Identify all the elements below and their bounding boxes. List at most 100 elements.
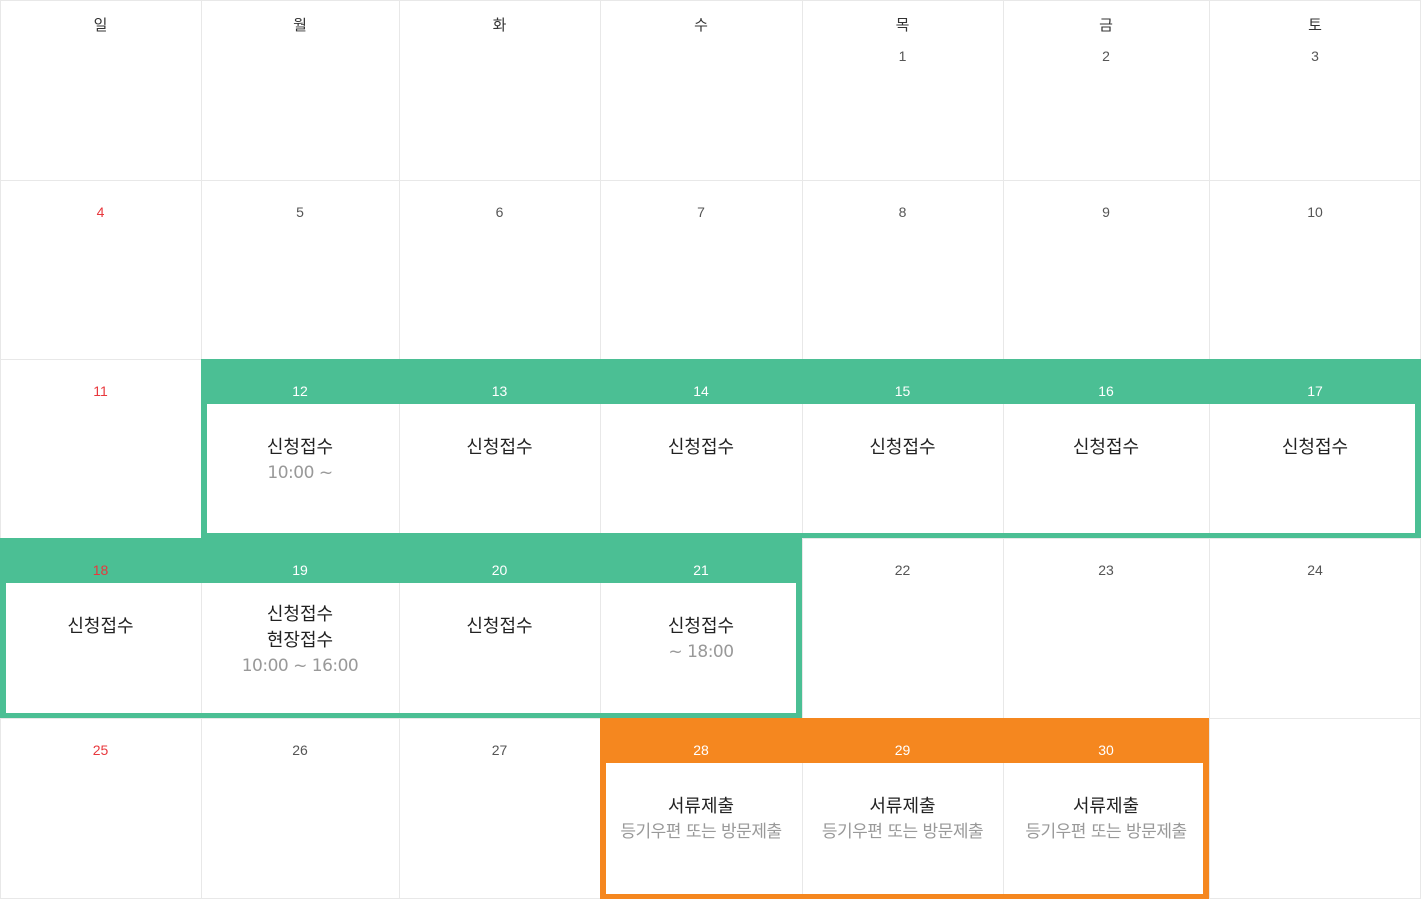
day-number: 12 — [292, 383, 308, 399]
day-cell-13[interactable]: 13 신청접수 — [399, 359, 600, 538]
event-title: 신청접수 — [869, 437, 936, 458]
event-14: 신청접수 — [600, 435, 802, 461]
event-title: 서류제출 — [869, 796, 936, 817]
day-number: 8 — [898, 204, 907, 220]
day-number: 17 — [1307, 383, 1323, 399]
day-cell-12[interactable]: 12 신청접수 10:00 ~ — [201, 359, 399, 538]
day-number: 3 — [1311, 48, 1319, 64]
day-number: 13 — [491, 383, 508, 399]
application-period-band-week4 — [0, 538, 802, 718]
weekday-header-1: 월 — [293, 16, 307, 34]
event-subtitle: 등기우편 또는 방문제출 — [620, 822, 782, 842]
day-cell-8[interactable]: 8 — [802, 180, 1003, 359]
day-number: 21 — [693, 562, 709, 578]
day-number: 24 — [1307, 562, 1323, 578]
day-number: 5 — [296, 204, 304, 220]
day-number: 20 — [491, 562, 508, 578]
day-number: 9 — [1102, 204, 1110, 220]
day-cell-19[interactable]: 19 신청접수 현장접수 10:00 ~ 16:00 — [201, 538, 399, 718]
event-title: 신청접수 — [466, 616, 533, 637]
day-cell-7[interactable]: 7 — [600, 180, 802, 359]
day-cell-24[interactable]: 24 — [1209, 538, 1421, 718]
day-number: 16 — [1098, 383, 1114, 399]
day-number: 14 — [693, 383, 709, 399]
day-number: 29 — [894, 742, 911, 758]
event-title: 신청접수 — [667, 437, 735, 458]
document-submission-band — [600, 718, 1209, 899]
day-number: 11 — [93, 383, 108, 399]
day-cell-5[interactable]: 5 — [201, 180, 399, 359]
day-cell-30[interactable]: 30 서류제출 등기우편 또는 방문제출 — [1003, 718, 1209, 899]
event-title: 신청접수 — [67, 616, 134, 637]
day-cell-16[interactable]: 16 신청접수 — [1003, 359, 1209, 538]
event-title: 서류제출 — [667, 796, 735, 817]
event-16: 신청접수 — [1003, 435, 1209, 461]
day-number: 27 — [491, 742, 508, 758]
day-cell-4[interactable]: 4 — [0, 180, 201, 359]
event-subtitle: 10:00 ~ — [267, 463, 333, 483]
day-number: 22 — [894, 562, 911, 578]
day-cell-21[interactable]: 21 신청접수 ~ 18:00 — [600, 538, 802, 718]
event-title: 신청접수 — [667, 616, 735, 637]
day-number: 19 — [292, 562, 308, 578]
event-12: 신청접수 10:00 ~ — [201, 435, 399, 485]
event-15: 신청접수 — [802, 435, 1003, 461]
event-17: 신청접수 — [1209, 435, 1421, 461]
day-cell-23[interactable]: 23 — [1003, 538, 1209, 718]
weekday-header-3: 수 — [694, 16, 708, 34]
day-cell-11[interactable]: 11 — [0, 359, 201, 538]
day-number: 10 — [1307, 204, 1323, 220]
day-number: 2 — [1102, 48, 1110, 64]
day-number: 7 — [697, 204, 705, 220]
day-number: 28 — [693, 742, 709, 758]
day-cell-22[interactable]: 22 — [802, 538, 1003, 718]
event-title: 서류제출 — [1072, 796, 1140, 817]
event-subtitle: ~ 18:00 — [668, 642, 734, 662]
day-number: 26 — [292, 742, 308, 758]
day-number: 6 — [495, 204, 504, 220]
day-cell-26[interactable]: 26 — [201, 718, 399, 899]
day-cell-3[interactable]: 3 — [1209, 0, 1421, 180]
day-cell-10[interactable]: 10 — [1209, 180, 1421, 359]
weekday-header-2: 화 — [492, 16, 507, 34]
day-cell-15[interactable]: 15 신청접수 — [802, 359, 1003, 538]
day-cell-25[interactable]: 25 — [0, 718, 201, 899]
event-30: 서류제출 등기우편 또는 방문제출 — [1003, 794, 1209, 844]
day-number: 30 — [1098, 742, 1114, 758]
day-cell-6[interactable]: 6 — [399, 180, 600, 359]
weekday-header-6: 토 — [1308, 16, 1322, 34]
event-13: 신청접수 — [399, 435, 600, 461]
application-period-band-week3 — [201, 359, 1421, 538]
day-cell-9[interactable]: 9 — [1003, 180, 1209, 359]
event-title: 현장접수 — [266, 630, 334, 651]
day-cell-27[interactable]: 27 — [399, 718, 600, 899]
event-20: 신청접수 — [399, 614, 600, 640]
event-21: 신청접수 ~ 18:00 — [600, 614, 802, 664]
day-cell-18[interactable]: 18 신청접수 — [0, 538, 201, 718]
day-cell-14[interactable]: 14 신청접수 — [600, 359, 802, 538]
day-number: 1 — [898, 48, 907, 64]
event-title: 신청접수 — [266, 437, 334, 458]
event-title: 신청접수 — [1281, 437, 1349, 458]
day-number: 25 — [92, 742, 109, 758]
day-cell-1[interactable]: 1 — [802, 0, 1003, 180]
event-19: 신청접수 현장접수 10:00 ~ 16:00 — [201, 602, 399, 678]
event-18: 신청접수 — [0, 614, 201, 640]
day-cell-20[interactable]: 20 신청접수 — [399, 538, 600, 718]
day-number: 15 — [894, 383, 911, 399]
event-title: 신청접수 — [466, 437, 533, 458]
weekday-header-0: 일 — [93, 16, 108, 34]
day-number: 23 — [1098, 562, 1114, 578]
day-cell-17[interactable]: 17 신청접수 — [1209, 359, 1421, 538]
event-title: 신청접수 — [1072, 437, 1140, 458]
weekday-header-4: 목 — [895, 16, 910, 34]
event-title: 신청접수 — [266, 604, 334, 625]
day-number: 4 — [96, 204, 105, 220]
day-cell-2[interactable]: 2 — [1003, 0, 1209, 180]
event-subtitle: 등기우편 또는 방문제출 — [821, 822, 984, 842]
